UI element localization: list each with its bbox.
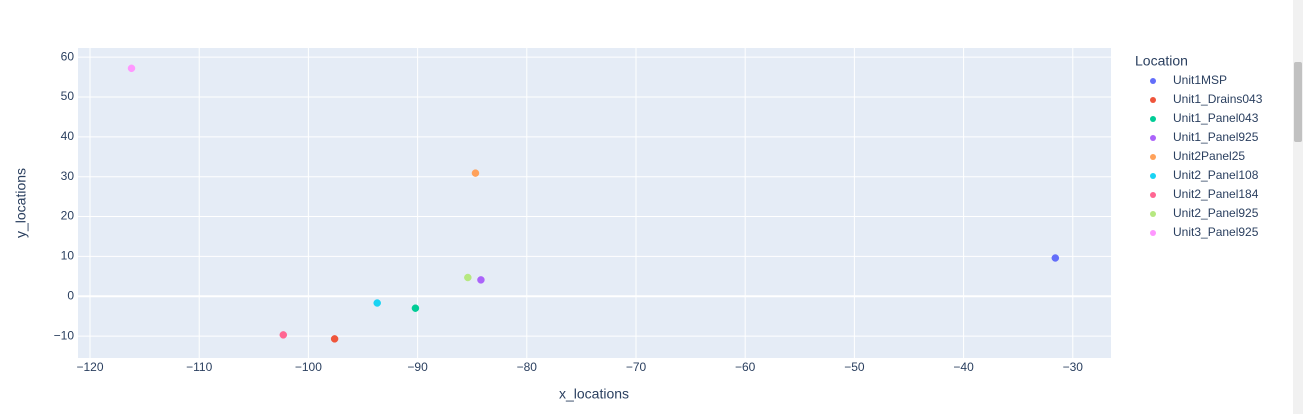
y-tick-label: 0	[67, 288, 74, 302]
x-axis-title: x_locations	[559, 386, 629, 402]
legend-label[interactable]: Unit1_Drains043	[1173, 92, 1263, 106]
y-tick-label: −10	[54, 328, 75, 342]
y-tick-label: 20	[61, 209, 75, 223]
point[interactable]	[373, 299, 381, 307]
legend-label[interactable]: Unit2_Panel184	[1173, 187, 1259, 201]
y-tick-label: 30	[61, 169, 75, 183]
legend-marker[interactable]	[1150, 211, 1156, 217]
point[interactable]	[279, 331, 288, 339]
x-tick-label: −110	[186, 360, 212, 374]
legend-marker[interactable]	[1150, 154, 1156, 160]
legend-label[interactable]: Unit1MSP	[1173, 73, 1227, 87]
legend-marker[interactable]	[1150, 116, 1156, 122]
x-tick-label: −100	[295, 360, 322, 374]
legend-label[interactable]: Unit2_Panel925	[1173, 206, 1259, 220]
scrollbar[interactable]	[1293, 0, 1303, 414]
legend-label[interactable]: Unit2Panel25	[1173, 149, 1245, 163]
legend-label[interactable]: Unit1_Panel925	[1173, 130, 1259, 144]
point[interactable]	[477, 276, 485, 284]
x-tick-label: −40	[953, 360, 974, 374]
legend-marker[interactable]	[1150, 230, 1156, 236]
y-tick-label: 50	[61, 89, 75, 103]
point[interactable]	[471, 169, 480, 177]
x-tick-label: −80	[517, 360, 538, 374]
y-tick-label: 40	[61, 129, 75, 143]
legend-marker[interactable]	[1150, 97, 1156, 103]
x-tick-label: −90	[407, 360, 428, 374]
plot-area	[78, 48, 1111, 358]
y-tick-label: 60	[61, 49, 75, 63]
scrollbar-thumb[interactable]	[1294, 62, 1302, 142]
legend-marker[interactable]	[1150, 173, 1156, 179]
legend-label[interactable]: Unit1_Panel043	[1173, 111, 1259, 125]
point[interactable]	[411, 304, 420, 312]
point[interactable]	[330, 335, 339, 343]
legend-label[interactable]: Unit2_Panel108	[1173, 168, 1259, 182]
x-tick-label: −70	[626, 360, 647, 374]
point[interactable]	[127, 64, 136, 73]
legend-marker[interactable]	[1150, 78, 1156, 84]
x-tick-label: −30	[1063, 360, 1084, 374]
point[interactable]	[1051, 254, 1060, 262]
x-tick-label: −50	[844, 360, 865, 374]
y-tick-label: 10	[61, 249, 75, 263]
legend-title: Location	[1135, 53, 1188, 69]
point[interactable]	[464, 273, 472, 282]
legend-marker[interactable]	[1150, 192, 1156, 198]
legend-marker[interactable]	[1150, 135, 1156, 141]
y-axis-title: y_locations	[13, 168, 29, 238]
x-tick-label: −60	[735, 360, 756, 374]
legend-label[interactable]: Unit3_Panel925	[1173, 225, 1259, 239]
x-tick-label: −120	[76, 360, 103, 374]
